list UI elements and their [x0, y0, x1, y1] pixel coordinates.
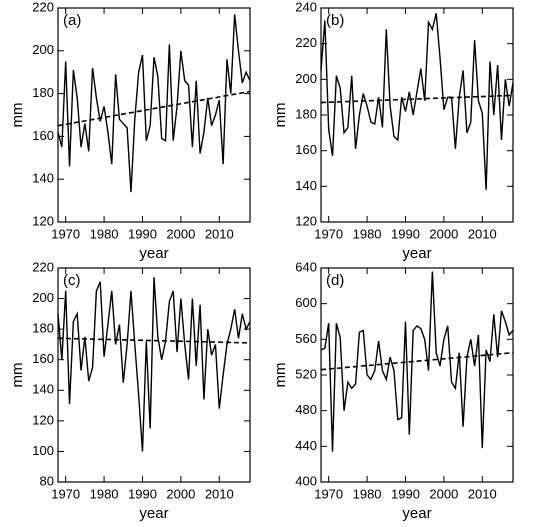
data-line [320, 13, 514, 190]
x-tick-label: 1990 [128, 226, 157, 241]
y-tick-label: 600 [295, 295, 317, 310]
plot-frame [57, 7, 251, 223]
x-axis-label: year [402, 505, 431, 522]
x-tick-label: 1970 [51, 226, 80, 241]
x-tick-label: 2000 [429, 486, 458, 501]
y-tick-label: 120 [32, 412, 54, 427]
y-tick-label: 80 [40, 473, 54, 488]
y-axis-label: mm [9, 103, 26, 128]
panel-label: (a) [63, 12, 81, 29]
x-tick-label: 2010 [205, 226, 234, 241]
plot-frame [57, 267, 251, 483]
y-tick-label: 440 [295, 438, 317, 453]
x-tick-label: 2000 [166, 226, 195, 241]
y-tick-label: 240 [295, 0, 317, 14]
y-axis-label: mm [272, 103, 289, 128]
y-tick-label: 560 [295, 331, 317, 346]
y-axis-label: mm [9, 363, 26, 388]
y-tick-label: 160 [295, 142, 317, 157]
y-tick-label: 100 [32, 443, 54, 458]
x-axis-label: year [139, 245, 168, 262]
y-tick-label: 180 [32, 85, 54, 100]
x-tick-label: 2000 [429, 226, 458, 241]
x-tick-label: 1990 [391, 486, 420, 501]
x-tick-label: 1990 [128, 486, 157, 501]
y-tick-label: 220 [32, 259, 54, 274]
x-tick-label: 2010 [205, 486, 234, 501]
y-tick-label: 160 [32, 351, 54, 366]
data-line [320, 271, 514, 452]
x-tick-label: 1990 [391, 226, 420, 241]
x-tick-label: 1980 [353, 226, 382, 241]
y-axis-label: mm [272, 363, 289, 388]
trend-line [320, 94, 514, 104]
x-tick-label: 1980 [353, 486, 382, 501]
y-tick-label: 480 [295, 402, 317, 417]
y-tick-label: 180 [32, 321, 54, 336]
x-axis-label: year [402, 245, 431, 262]
x-tick-label: 2010 [468, 226, 497, 241]
y-tick-label: 200 [32, 290, 54, 305]
trend-line [320, 351, 514, 371]
y-tick-label: 160 [32, 128, 54, 143]
y-tick-label: 180 [295, 106, 317, 121]
y-tick-label: 120 [295, 213, 317, 228]
y-tick-label: 220 [32, 0, 54, 14]
y-tick-label: 140 [32, 171, 54, 186]
x-tick-label: 1970 [51, 486, 80, 501]
x-tick-label: 1980 [90, 226, 119, 241]
data-line [57, 277, 251, 452]
trend-line [57, 337, 251, 344]
x-tick-label: 2010 [468, 486, 497, 501]
x-tick-label: 2000 [166, 486, 195, 501]
data-line [57, 14, 251, 193]
x-axis-label: year [139, 505, 168, 522]
trend-line [57, 90, 251, 127]
y-tick-label: 140 [295, 178, 317, 193]
panel-label: (d) [326, 272, 344, 289]
y-tick-label: 140 [32, 382, 54, 397]
y-tick-label: 200 [32, 42, 54, 57]
x-tick-label: 1970 [314, 486, 343, 501]
panel-label: (b) [326, 12, 344, 29]
y-tick-label: 120 [32, 213, 54, 228]
plot-frame [320, 267, 514, 483]
y-tick-label: 220 [295, 35, 317, 50]
y-tick-label: 200 [295, 71, 317, 86]
y-tick-label: 640 [295, 259, 317, 274]
panel-label: (c) [63, 272, 81, 289]
plot-frame [320, 7, 514, 223]
y-tick-label: 400 [295, 473, 317, 488]
x-tick-label: 1980 [90, 486, 119, 501]
x-tick-label: 1970 [314, 226, 343, 241]
y-tick-label: 520 [295, 366, 317, 381]
